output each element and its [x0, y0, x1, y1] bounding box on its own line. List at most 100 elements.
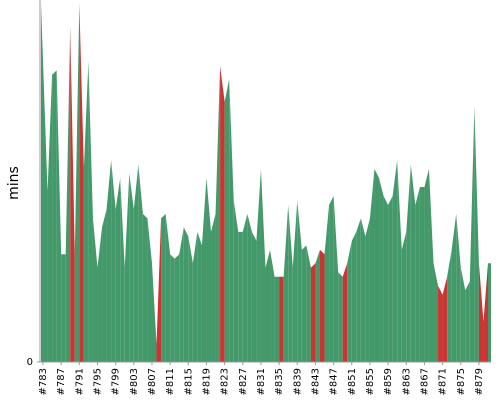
build-area	[206, 178, 212, 362]
build-area	[133, 164, 139, 362]
build-area	[347, 240, 352, 362]
build-area	[406, 164, 411, 362]
build-area	[201, 178, 207, 362]
build-area	[401, 231, 407, 362]
build-area	[329, 195, 334, 362]
build-area	[319, 249, 325, 362]
build-area	[283, 204, 289, 362]
build-area	[310, 263, 316, 362]
build-area	[115, 178, 121, 362]
build-area	[224, 79, 230, 362]
build-area	[297, 200, 302, 362]
build-area	[465, 281, 470, 362]
build-area	[460, 267, 466, 362]
build-area	[256, 169, 261, 362]
build-area	[138, 164, 143, 362]
build-area	[97, 227, 103, 362]
build-area	[478, 263, 484, 362]
x-tick-label: #795	[92, 368, 103, 395]
x-tick-label: #823	[220, 368, 231, 395]
build-area	[165, 213, 171, 362]
build-area	[383, 195, 389, 362]
build-area	[41, 3, 48, 362]
build-area	[229, 79, 234, 362]
build-area	[419, 186, 425, 362]
x-tick-label: #851	[347, 368, 358, 395]
x-tick-label: #819	[201, 368, 212, 395]
build-area	[151, 263, 157, 362]
build-area	[488, 263, 491, 362]
y-tick-label: 0	[27, 357, 33, 368]
build-area	[333, 195, 339, 362]
build-area	[270, 249, 275, 362]
build-area	[197, 231, 202, 362]
build-area	[174, 254, 180, 362]
build-area	[265, 249, 271, 362]
build-area	[306, 245, 311, 362]
build-area	[170, 254, 175, 362]
build-area	[92, 218, 98, 362]
build-area	[47, 74, 53, 363]
build-area	[388, 195, 393, 362]
build-area	[274, 276, 280, 362]
build-area	[52, 70, 57, 362]
build-area	[279, 276, 284, 362]
build-area	[392, 160, 398, 362]
build-area	[83, 61, 89, 363]
build-area	[474, 106, 479, 363]
build-area	[161, 213, 166, 362]
x-tick-label: #791	[74, 368, 85, 395]
x-tick-label: #859	[383, 368, 394, 395]
build-area	[360, 218, 366, 362]
x-tick-label: #835	[274, 368, 285, 395]
build-area	[102, 209, 107, 362]
build-area	[369, 169, 375, 362]
build-area	[469, 106, 475, 363]
x-tick-label: #827	[238, 368, 249, 395]
build-area	[447, 249, 452, 362]
build-area	[129, 173, 134, 362]
build-area	[415, 186, 420, 362]
x-tick-label: #875	[456, 368, 467, 395]
build-area	[433, 263, 439, 362]
build-area	[111, 160, 116, 362]
build-area	[292, 200, 298, 362]
x-tick-label: #855	[365, 368, 376, 395]
build-area	[374, 169, 380, 362]
build-area	[442, 276, 448, 362]
build-area	[156, 218, 162, 362]
build-area	[179, 227, 184, 362]
build-area	[324, 204, 330, 362]
build-area	[260, 169, 266, 362]
x-tick-label: #871	[438, 368, 449, 395]
x-tick-label: #867	[419, 368, 430, 395]
build-area	[61, 254, 66, 362]
x-tick-label: #815	[183, 368, 194, 395]
x-tick-label: #799	[111, 368, 122, 395]
build-area	[456, 213, 461, 362]
build-area	[365, 218, 370, 362]
build-area	[342, 263, 348, 362]
build-area	[106, 160, 112, 362]
build-area	[379, 178, 384, 362]
build-area	[183, 227, 189, 362]
build-area	[70, 25, 75, 362]
build-area	[338, 272, 343, 362]
build-area	[247, 213, 252, 362]
build-area	[410, 164, 416, 362]
x-tick-label: #863	[401, 368, 412, 395]
build-area	[428, 169, 434, 362]
x-tick-label: #803	[129, 368, 140, 395]
build-area	[88, 61, 93, 363]
x-tick-label: #879	[474, 368, 485, 395]
build-area	[192, 231, 198, 362]
build-area	[215, 65, 221, 362]
build-area	[301, 245, 307, 362]
build-area	[142, 213, 148, 362]
build-area	[242, 213, 248, 362]
build-area	[79, 3, 84, 362]
build-area	[65, 25, 71, 362]
build-area	[238, 231, 243, 362]
build-area	[288, 204, 293, 362]
